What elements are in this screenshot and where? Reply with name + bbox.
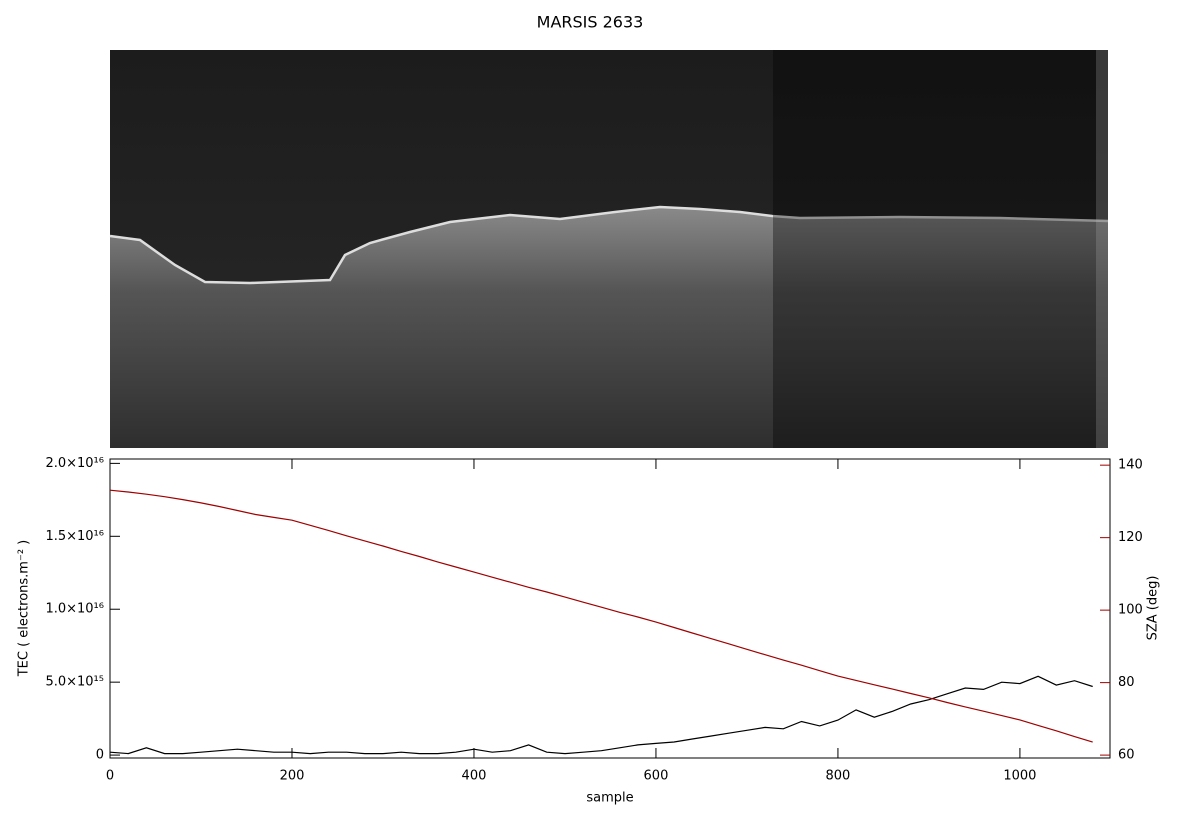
y2-tick-label: 80 xyxy=(1118,675,1135,690)
y2-tick-label: 60 xyxy=(1118,748,1135,763)
x-tick-label: 600 xyxy=(644,769,669,784)
y-tick-label: 2.0×10¹⁶ xyxy=(45,456,104,471)
plot-frame xyxy=(109,458,1111,759)
x-tick-label: 400 xyxy=(462,769,487,784)
y2-tick-label: 120 xyxy=(1118,530,1143,545)
series-line xyxy=(109,489,1093,743)
y-tick-label: 0 xyxy=(96,748,104,763)
y-axis-label: TEC ( electrons.m⁻² ) xyxy=(17,540,32,678)
chart-title: MARSIS 2633 xyxy=(537,13,644,32)
x-tick-label: 1000 xyxy=(1003,769,1036,784)
y2-axis-label: SZA (deg) xyxy=(1146,576,1161,641)
x-tick-label: 800 xyxy=(826,769,851,784)
y-tick-label: 1.0×10¹⁶ xyxy=(45,602,104,617)
radargram xyxy=(109,50,1109,448)
series-line xyxy=(109,675,1093,755)
y2-tick-label: 140 xyxy=(1118,458,1143,473)
y-tick-label: 5.0×10¹⁵ xyxy=(45,675,104,690)
y2-tick-label: 100 xyxy=(1118,603,1143,618)
x-tick-label: 200 xyxy=(280,769,305,784)
x-tick-label: 0 xyxy=(106,769,114,784)
x-axis-label: sample xyxy=(586,791,633,806)
y-tick-label: 1.5×10¹⁶ xyxy=(45,529,104,544)
